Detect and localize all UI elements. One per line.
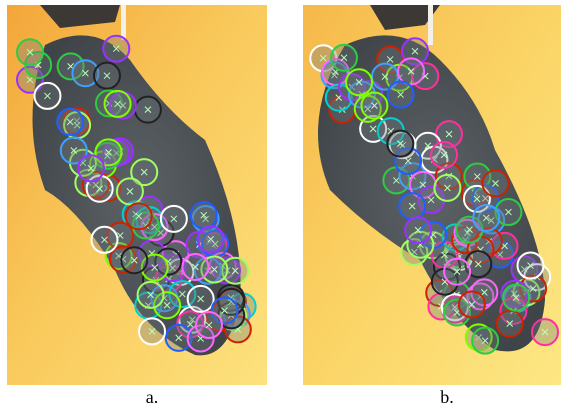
panel-caption: b. bbox=[440, 387, 454, 407]
stem bbox=[121, 5, 126, 40]
panel-caption: a. bbox=[146, 387, 159, 407]
stem bbox=[428, 5, 433, 45]
page: a. b. (() => { const data = JSON.parse(d… bbox=[0, 0, 566, 409]
figure: a. b. bbox=[0, 0, 566, 409]
